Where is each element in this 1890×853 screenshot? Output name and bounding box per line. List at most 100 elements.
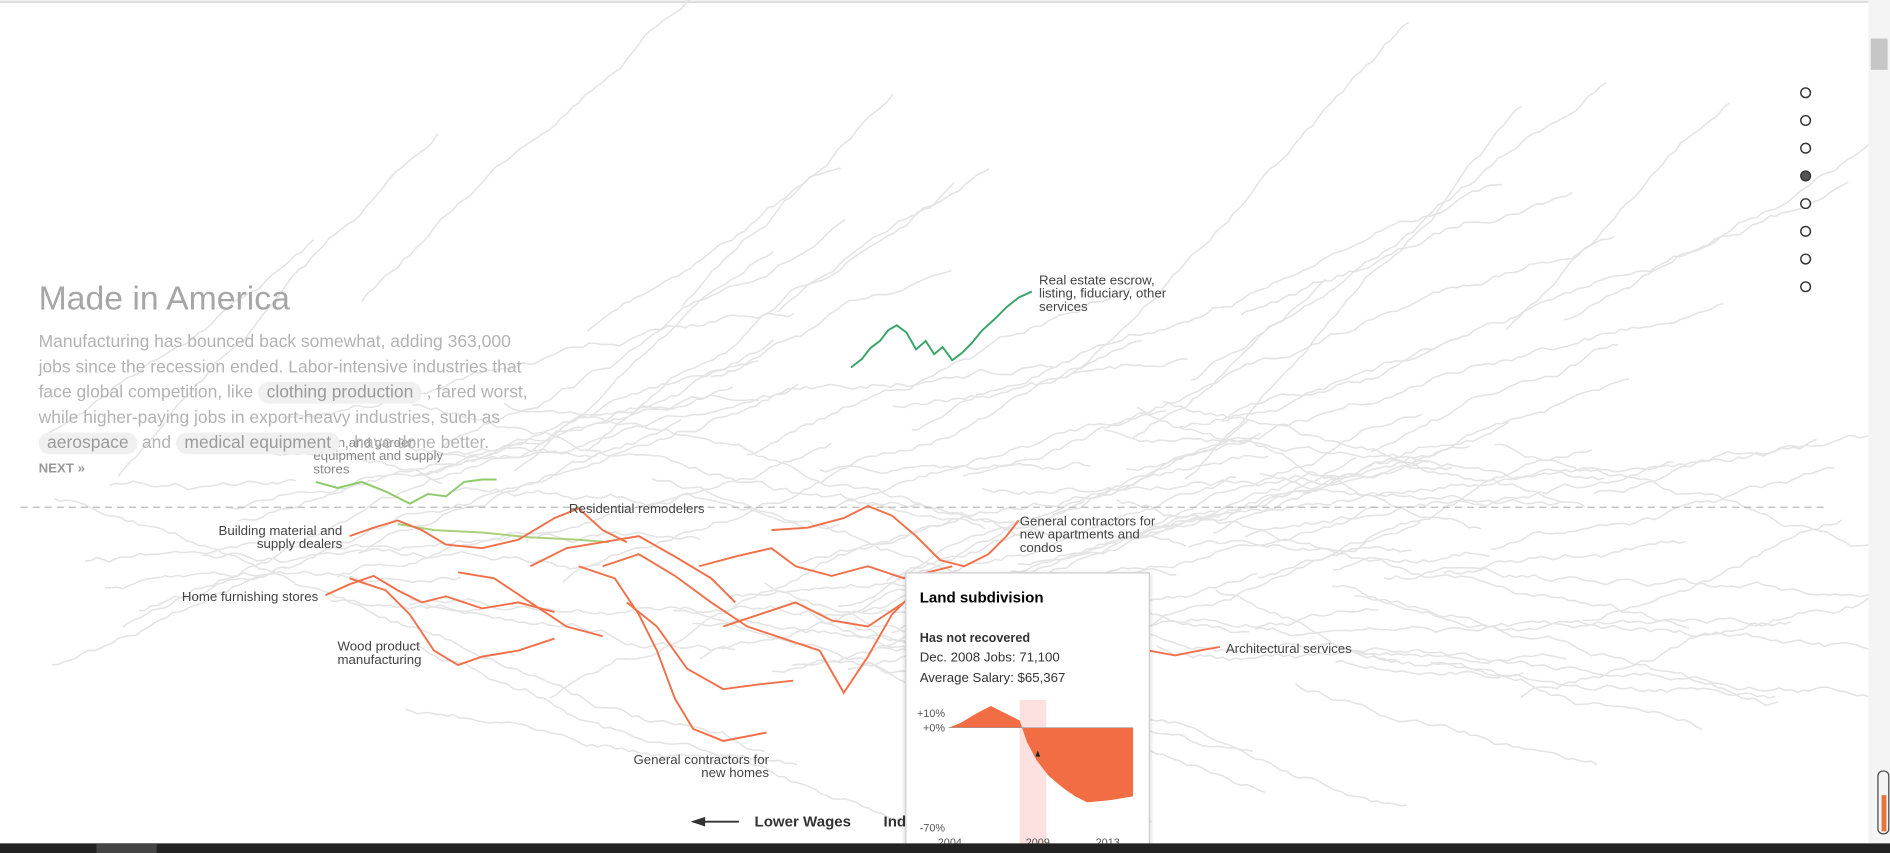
background-line (1190, 81, 1607, 382)
line-label: listing, fiduciary, other (1039, 286, 1167, 301)
background-line (105, 570, 462, 590)
nav-dot[interactable] (1800, 253, 1812, 265)
background-line (897, 500, 1085, 582)
background-line (822, 410, 1167, 510)
background-line (513, 251, 774, 472)
background-line (1136, 406, 1482, 530)
line-labels: Real estate escrow,listing, fiduciary, o… (182, 272, 1352, 780)
x-tick-label: 2013 (1096, 837, 1120, 849)
background-line (336, 442, 832, 578)
next-button[interactable]: NEXT » (38, 461, 85, 476)
line-label: stores (313, 461, 349, 476)
background-line (1131, 279, 1326, 440)
background-line (1430, 661, 1703, 731)
nav-dot[interactable] (1800, 281, 1812, 293)
background-line (108, 478, 297, 491)
background-line (710, 269, 952, 378)
background-line (1370, 344, 1619, 453)
line-contractors-apartments (771, 504, 1020, 568)
background-line (1490, 466, 1835, 551)
tooltip-jobs: Dec. 2008 Jobs: 71,100 (919, 650, 1060, 666)
background-line (230, 441, 545, 510)
background-line (777, 168, 990, 313)
tooltip-salary: Average Salary: $65,367 (919, 671, 1066, 686)
line-misc (698, 547, 953, 580)
scrollbar[interactable] (1868, 0, 1890, 844)
taskbar-item[interactable] (96, 843, 157, 853)
y-tick-label: +0% (923, 722, 945, 734)
background-line (122, 339, 775, 628)
line-label: equipment and supply (313, 448, 443, 463)
background-line (1017, 445, 1470, 566)
background-line (409, 598, 736, 652)
lower-wages: Lower Wages (755, 813, 851, 830)
background-line (1215, 589, 1397, 662)
body-line: jobs since the recession ended. Labor-in… (38, 357, 522, 378)
background-line (1582, 519, 1843, 622)
topic-pill[interactable]: medical equipment (175, 432, 340, 455)
line-label: Architectural services (1226, 641, 1352, 656)
background-line (1212, 378, 1630, 534)
tooltip-status: Has not recovered (919, 631, 1031, 646)
body-line: aerospace and medical equipment , have d… (38, 431, 569, 456)
topic-pill[interactable]: aerospace (38, 432, 138, 455)
background-line (47, 239, 315, 434)
background-line (819, 461, 1091, 474)
background-line (1240, 191, 1573, 316)
x-tick-label: 2009 (1026, 837, 1050, 849)
line-label: Residential remodelers (569, 501, 705, 516)
body-text: , fared worst, (426, 383, 528, 403)
background-line (1331, 584, 1778, 707)
line-real-estate (850, 290, 1033, 369)
body-line: while higher-paying jobs in export-heavy… (38, 408, 501, 428)
background-line (453, 486, 840, 530)
line-label: Wood product (338, 639, 421, 654)
background-line (138, 418, 682, 612)
nav-dot[interactable] (1800, 114, 1812, 127)
background-line (673, 609, 934, 649)
background-line (1162, 400, 1585, 508)
background-line (1494, 443, 1890, 551)
intro: Made in America Manufacturing has bounce… (38, 280, 569, 476)
line-label: Home furnishing stores (182, 589, 319, 604)
nav-dot[interactable] (1800, 225, 1812, 237)
nav-dot[interactable] (1800, 170, 1812, 182)
line-building-material (397, 523, 609, 544)
background-line (1156, 645, 1567, 665)
y-tick-label: +10% (917, 708, 945, 720)
section-nav (1800, 87, 1812, 293)
nav-dot[interactable] (1800, 87, 1812, 99)
y-tick-label: -70% (920, 822, 946, 834)
background-line (1259, 472, 1562, 506)
line-residential (349, 507, 628, 550)
arrow-head (690, 816, 706, 827)
x-tick-label: 2004 (938, 837, 962, 849)
background-line (405, 708, 798, 766)
line-label: General contractors for (633, 752, 769, 767)
line-misc (722, 601, 905, 628)
background-line (380, 441, 598, 459)
scroll-thumb[interactable] (1870, 38, 1888, 70)
background-line (981, 464, 1453, 496)
background-line (1188, 539, 1412, 553)
body-text: and (141, 433, 172, 454)
background-line (51, 570, 276, 666)
line-wood-product (349, 577, 555, 667)
background-line (503, 402, 1023, 538)
background-line (1295, 683, 1598, 766)
background-line (1384, 540, 1686, 581)
background-line (1103, 429, 1605, 481)
body-line: face global competition, like clothing p… (39, 381, 569, 406)
scroll-progress (1881, 795, 1887, 832)
background-line (549, 517, 954, 699)
nav-dot[interactable] (1800, 198, 1812, 210)
background-line (1520, 589, 1890, 699)
topic-pill[interactable]: clothing production (258, 381, 422, 404)
line-label: Real estate escrow, (1039, 272, 1155, 287)
nav-dot[interactable] (1800, 142, 1812, 154)
background-line (357, 383, 799, 555)
background-line (1354, 594, 1874, 652)
background-line (294, 583, 765, 753)
background-line (414, 363, 1054, 461)
